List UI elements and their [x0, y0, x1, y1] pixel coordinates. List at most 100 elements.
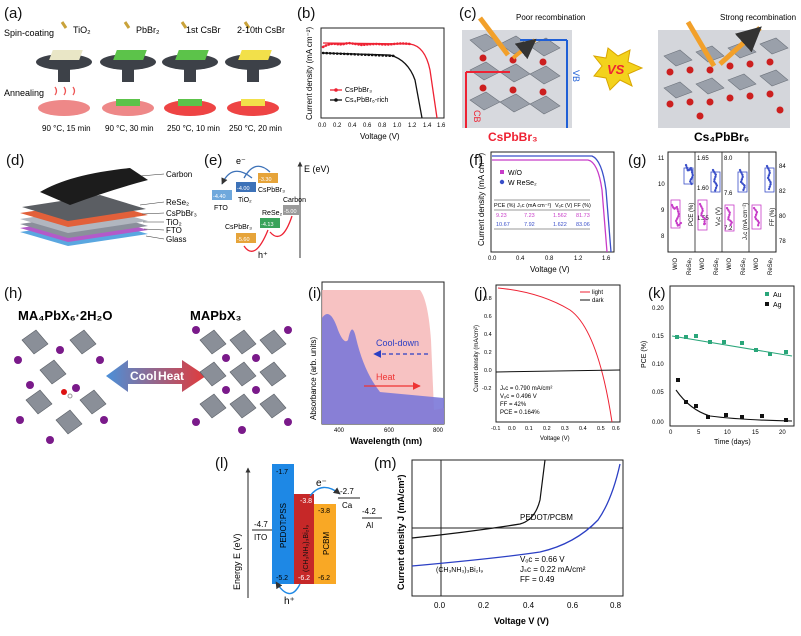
hole-symbol: h⁺ — [258, 250, 268, 260]
g-ytick: 10 — [658, 182, 665, 188]
cspbbr3-vb-level — [236, 233, 256, 243]
b-xtick: 1.0 — [393, 123, 402, 129]
panel-k-xlabel: Time (days) — [714, 439, 751, 446]
step-2-temp: 90 °C, 30 min — [105, 124, 154, 133]
j-xtick: 0.6 — [612, 426, 620, 432]
i-xtick: 800 — [433, 428, 444, 434]
j-stat: Vₒc = 0.496 V — [500, 394, 537, 400]
j-xtick: 0.4 — [579, 426, 587, 432]
b-xtick: 0.6 — [363, 123, 372, 129]
k-ytick: 0.05 — [652, 390, 664, 396]
panel-e: (e) E (eV) -4.40 FTO -4.00 TiO₂ -3.30 Cs… — [204, 152, 330, 260]
g-ytick: 1.55 — [697, 216, 709, 222]
ag-points — [676, 378, 788, 422]
vs-text: VS — [607, 62, 625, 77]
f-cell: 7.92 — [524, 222, 535, 228]
k-ytick: 0.10 — [652, 362, 664, 368]
panel-g: (g) 11 10 9 8 1.65 1.60 1.55 8.0 7.6 7.2… — [628, 151, 786, 275]
panel-m: (m) PEDOT/PCBM (CH₃NH₃)₃Bi₂I₉ Vₒc = 0.66… — [374, 455, 624, 626]
f-th: FF (%) — [574, 203, 591, 209]
electron-l-symbol: e⁻ — [316, 478, 327, 489]
f-cell: 7.23 — [524, 213, 535, 219]
au-points — [675, 334, 788, 356]
pedot-bottom-value: -5.2 — [276, 575, 288, 582]
panel-k-ylabel: PCE (%) — [641, 341, 648, 368]
panel-f-axes — [490, 151, 615, 253]
legend-light: light — [592, 290, 603, 296]
f-xtick: 1.2 — [574, 256, 583, 262]
panel-d-label: (d) — [6, 152, 24, 169]
f-cell: 1.622 — [553, 222, 567, 228]
ca-label: Ca — [342, 501, 353, 510]
al-label: Al — [366, 521, 373, 530]
k-xticks: 0 5 10 15 20 — [669, 430, 786, 436]
g-ytick: 1.60 — [697, 186, 709, 192]
panel-f-label: (f) — [469, 152, 483, 169]
panel-b: (b) Current density (mA cm⁻²) Voltage (V… — [297, 5, 446, 141]
step-4-label: 2-10th CsBr — [237, 25, 285, 35]
g-yticks: 11 10 9 8 1.65 1.60 1.55 8.0 7.6 7.2 84 … — [658, 156, 786, 245]
panel-l: (l) Energy E (eV) -4.7 ITO -1.7 -5.2 PED… — [215, 455, 382, 607]
ito-value: -4.7 — [254, 520, 268, 529]
m-xtick: 0.6 — [567, 601, 579, 610]
step-4-temp: 250 °C, 20 min — [229, 124, 282, 133]
hydrate-name: MA₄PbX₆·2H₂O — [18, 308, 112, 323]
panel-h-label: (h) — [4, 285, 22, 302]
layer-carbon: Carbon — [166, 170, 192, 179]
panel-m-ylabel: Current density J (mA/cm²) — [396, 474, 406, 590]
material-label: (CH₃NH₃)₃Bi₂I₉ — [436, 567, 483, 574]
m-stat: FF = 0.49 — [520, 575, 555, 584]
b-xtick: 1.4 — [423, 123, 432, 129]
cspbbr3-name: CsPbBr₃ — [488, 130, 538, 144]
g-ylabel: PCE (%) — [689, 203, 695, 226]
step-2: PbBr₂ 90 °C, 30 min — [100, 21, 160, 133]
legend-dark: dark — [592, 298, 605, 304]
cs4pbbr6-curve — [322, 52, 423, 119]
layer-cspbbr3: CsPbBr₃ — [166, 209, 197, 218]
j-ytick: -0.2 — [482, 386, 491, 392]
pedot-top-value: -1.7 — [276, 469, 288, 476]
legend-cspbbr3: CsPbBr₃ — [345, 87, 372, 94]
g-ylabel: FF (%) — [770, 208, 776, 226]
spin-coating-label: Spin-coating — [4, 28, 54, 38]
k-yticks: 0.20 0.15 0.10 0.05 0.00 — [652, 306, 664, 426]
cspbbr3-crystal: CB VB Poor recombination CsPbBr₃ — [462, 13, 585, 144]
perov-bottom-value: -6.2 — [298, 575, 310, 582]
dark-curve — [495, 369, 621, 373]
tio2-label: TiO₂ — [238, 197, 252, 204]
legend-ag: Ag — [773, 302, 782, 309]
f-xtick: 0.8 — [545, 256, 554, 262]
k-ytick: 0.20 — [652, 306, 664, 312]
j-stat: Jₛc = 0.790 mA/cm² — [500, 386, 552, 392]
energy-axis-label: E (eV) — [304, 164, 330, 174]
legend-au: Au — [773, 292, 782, 299]
g-ytick: 84 — [779, 164, 786, 170]
light-jv-curve — [411, 463, 621, 567]
g-xtick: ReSe₂ — [714, 257, 720, 275]
panel-c: (c) CB VB Poor recombination — [459, 5, 796, 144]
panel-g-label: (g) — [628, 152, 646, 169]
perov-top-value: -3.8 — [300, 498, 312, 505]
cool-heat-arrow: Cool Heat — [106, 360, 206, 392]
heat-arrow-label: Heat — [376, 372, 396, 382]
j-xtick: -0.1 — [491, 426, 500, 432]
rese2-value: -4.13 — [261, 222, 274, 228]
m-xtick: 0.2 — [478, 601, 490, 610]
k-xtick: 0 — [669, 430, 673, 436]
g-xtick: ReSe₂ — [687, 257, 693, 275]
b-xtick: 0.0 — [318, 123, 327, 129]
vs-badge: VS — [592, 47, 644, 91]
g-ytick: 1.65 — [697, 156, 709, 162]
panel-i-label: (i) — [308, 285, 321, 302]
j-yticks: 0.8 0.6 0.4 0.2 0.0 -0.2 — [482, 296, 492, 392]
g-ytick: 82 — [779, 189, 786, 195]
step-3-label: 1st CsBr — [186, 25, 221, 35]
panel-m-xlabel: Voltage V (V) — [494, 616, 549, 626]
j-ytick: 0.2 — [484, 350, 492, 356]
hole-l-symbol: h⁺ — [284, 596, 295, 607]
step-1-label: TiO₂ — [73, 25, 91, 35]
m-xtick: 0.0 — [434, 601, 446, 610]
layer-labels: Carbon ReSe₂ CsPbBr₃ TiO₂ FTO Glass — [139, 170, 197, 244]
g-ylabel: Vₒc (V) — [716, 207, 722, 226]
